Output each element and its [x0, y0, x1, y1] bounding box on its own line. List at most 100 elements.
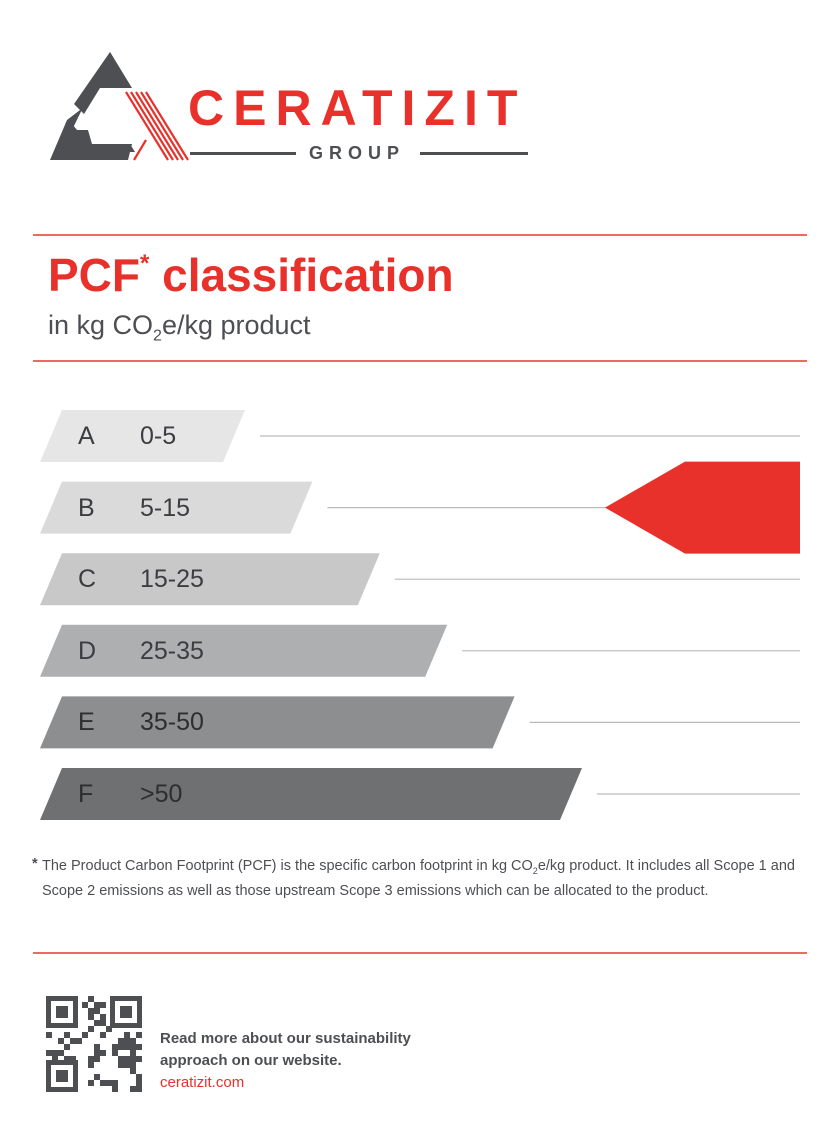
class-letter: E	[78, 708, 95, 737]
logo-wordmark: CERATIZIT	[188, 80, 527, 136]
qr-module	[46, 1050, 52, 1056]
qr-module	[118, 1044, 124, 1050]
qr-module	[64, 1056, 70, 1062]
qr-module	[130, 1044, 136, 1050]
qr-module	[94, 1044, 100, 1050]
qr-module	[130, 1056, 136, 1062]
qr-module	[120, 1006, 132, 1018]
qr-module	[88, 996, 94, 1002]
qr-module	[58, 1038, 64, 1044]
qr-module	[136, 1080, 142, 1086]
class-range: 0-5	[140, 422, 177, 450]
qr-module	[100, 1032, 106, 1038]
qr-module	[88, 1026, 94, 1032]
class-letter: C	[78, 565, 97, 594]
qr-module	[130, 1062, 136, 1068]
qr-module	[136, 1086, 142, 1092]
class-bar-a	[40, 410, 245, 462]
qr-module	[76, 1038, 82, 1044]
qr-module	[100, 1014, 106, 1020]
class-range: 5-15	[140, 493, 191, 522]
class-range: 15-25	[140, 565, 204, 594]
logo-rule-right	[420, 152, 528, 155]
qr-module	[130, 1086, 136, 1092]
qr-module	[88, 1080, 94, 1086]
page-subtitle: in kg CO2e/kg product	[48, 310, 311, 345]
qr-module	[94, 1074, 100, 1080]
qr-module	[52, 1056, 58, 1062]
qr-module	[88, 1062, 94, 1068]
qr-module	[82, 1002, 88, 1008]
website-info: Read more about our sustainability appro…	[160, 1028, 411, 1094]
qr-module	[124, 1038, 130, 1044]
divider	[33, 952, 807, 954]
info-line-2: approach on our website.	[160, 1052, 342, 1069]
qr-module	[112, 1080, 118, 1086]
qr-module	[118, 1056, 124, 1062]
footnote: * The Product Carbon Footprint (PCF) is t…	[32, 856, 795, 899]
qr-module	[118, 1062, 124, 1068]
qr-module	[118, 1038, 124, 1044]
ceratizit-logo-icon	[50, 52, 189, 161]
qr-module	[130, 1038, 136, 1044]
qr-module	[56, 1070, 68, 1082]
qr-module	[70, 1038, 76, 1044]
qr-module	[130, 1050, 136, 1056]
qr-module	[94, 1050, 100, 1056]
class-bar-f	[40, 768, 582, 820]
qr-module	[124, 1044, 130, 1050]
qr-module	[130, 1068, 136, 1074]
class-range: >50	[140, 780, 183, 808]
class-range: 35-50	[140, 708, 204, 737]
class-bar-b	[40, 481, 313, 534]
class-letter: F	[78, 780, 94, 808]
qr-module	[100, 1002, 106, 1008]
divider	[33, 234, 807, 236]
qr-module	[58, 1050, 64, 1056]
class-indicator-arrow	[605, 461, 800, 554]
logo-group-text: GROUP	[296, 143, 418, 164]
qr-module	[112, 1050, 118, 1056]
class-letter: A	[78, 422, 95, 450]
qr-module	[136, 1074, 142, 1080]
qr-module	[82, 1032, 88, 1038]
qr-module	[100, 1020, 106, 1026]
qr-module	[124, 1032, 130, 1038]
divider	[33, 360, 807, 362]
qr-module	[136, 1056, 142, 1062]
qr-module	[100, 1080, 106, 1086]
class-letter: D	[78, 636, 97, 665]
qr-module	[106, 1026, 112, 1032]
qr-module	[88, 1014, 94, 1020]
qr-module	[106, 1080, 112, 1086]
class-bar-e	[40, 696, 515, 749]
qr-module	[100, 1050, 106, 1056]
page-title: PCF* classification	[48, 249, 454, 301]
qr-module	[70, 1056, 76, 1062]
qr-module	[52, 1050, 58, 1056]
qr-module	[136, 1044, 142, 1050]
qr-module	[46, 1032, 52, 1038]
qr-module	[94, 1008, 100, 1014]
qr-module	[56, 1006, 68, 1018]
qr-module	[94, 1002, 100, 1008]
qr-module	[94, 1056, 100, 1062]
class-range: 25-35	[140, 636, 204, 665]
website-link[interactable]: ceratizit.com	[160, 1074, 245, 1091]
qr-code-icon[interactable]	[46, 996, 142, 1092]
qr-module	[112, 1086, 118, 1092]
qr-module	[136, 1032, 142, 1038]
class-bar-d	[40, 624, 448, 677]
qr-module	[64, 1032, 70, 1038]
info-line-1: Read more about our sustainability	[160, 1030, 411, 1047]
qr-module	[94, 1020, 100, 1026]
class-letter: B	[78, 493, 95, 522]
qr-module	[124, 1062, 130, 1068]
qr-module	[112, 1044, 118, 1050]
class-bar-c	[40, 553, 380, 606]
qr-module	[88, 1008, 94, 1014]
qr-module	[124, 1056, 130, 1062]
qr-module	[64, 1044, 70, 1050]
